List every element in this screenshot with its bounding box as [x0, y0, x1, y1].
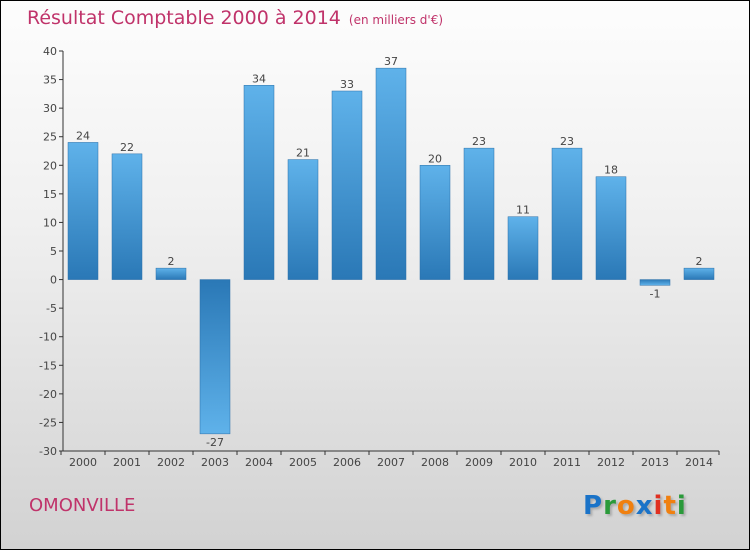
data-label: 24 [76, 129, 90, 142]
bar-2002 [155, 267, 187, 280]
data-label: 22 [120, 141, 134, 154]
bar-2003 [199, 279, 231, 435]
y-tick-label: -10 [39, 331, 57, 344]
y-tick-label: 20 [43, 159, 57, 172]
bar-2011 [551, 147, 583, 280]
data-label: -27 [206, 436, 224, 449]
title-text: Résultat Comptable 2000 à 2014 [27, 7, 341, 29]
y-tick-label: -30 [39, 445, 57, 458]
x-tick-label: 2009 [465, 456, 493, 469]
bar-2007 [375, 67, 407, 280]
y-tick-label: 5 [50, 245, 57, 258]
x-tick-label: 2007 [377, 456, 405, 469]
x-tick-label: 2013 [641, 456, 669, 469]
data-label: 21 [296, 147, 310, 160]
data-label: 18 [604, 164, 618, 177]
y-tick-label: 35 [43, 74, 57, 87]
y-tick-label: 40 [43, 45, 57, 58]
bar-2010 [507, 216, 539, 280]
chart-title: Résultat Comptable 2000 à 2014 (en millie… [27, 7, 443, 29]
y-tick-label: -15 [39, 359, 57, 372]
data-label: -1 [650, 287, 661, 300]
data-label: 33 [340, 78, 354, 91]
bar-2012 [595, 176, 627, 280]
x-tick-label: 2010 [509, 456, 537, 469]
y-tick-label: 10 [43, 216, 57, 229]
x-tick-label: 2000 [69, 456, 97, 469]
y-tick-label: -5 [46, 302, 57, 315]
x-tick-label: 2011 [553, 456, 581, 469]
bar-2000 [67, 142, 99, 280]
data-label: 11 [516, 204, 530, 217]
x-tick-label: 2005 [289, 456, 317, 469]
x-tick-label: 2012 [597, 456, 625, 469]
data-label: 34 [252, 72, 266, 85]
subtitle-text: (en milliers d'€) [348, 13, 444, 27]
x-tick-label: 2014 [685, 456, 713, 469]
bar-2006 [331, 90, 363, 280]
y-tick-label: 0 [50, 274, 57, 287]
bar-2005 [287, 159, 319, 280]
y-tick-label: -20 [39, 388, 57, 401]
proxiti-logo: Proxiti [583, 491, 687, 521]
x-tick-label: 2006 [333, 456, 361, 469]
x-tick-label: 2001 [113, 456, 141, 469]
data-label: 37 [384, 55, 398, 68]
bar-2004 [243, 85, 275, 280]
town-name: OMONVILLE [29, 495, 136, 516]
bar-2008 [419, 165, 451, 280]
x-tick-label: 2002 [157, 456, 185, 469]
bar-2001 [111, 153, 143, 280]
x-tick-label: 2004 [245, 456, 273, 469]
bar-2014 [683, 267, 715, 280]
bar-2009 [463, 147, 495, 280]
data-label: 2 [696, 255, 703, 268]
x-tick-label: 2008 [421, 456, 449, 469]
y-tick-label: 15 [43, 188, 57, 201]
bar-2013 [639, 279, 671, 286]
y-tick-label: -25 [39, 416, 57, 429]
x-tick-label: 2003 [201, 456, 229, 469]
data-label: 2 [168, 255, 175, 268]
data-label: 23 [472, 135, 486, 148]
data-label: 23 [560, 135, 574, 148]
y-tick-label: 25 [43, 131, 57, 144]
data-label: 20 [428, 152, 442, 165]
y-tick-label: 30 [43, 102, 57, 115]
